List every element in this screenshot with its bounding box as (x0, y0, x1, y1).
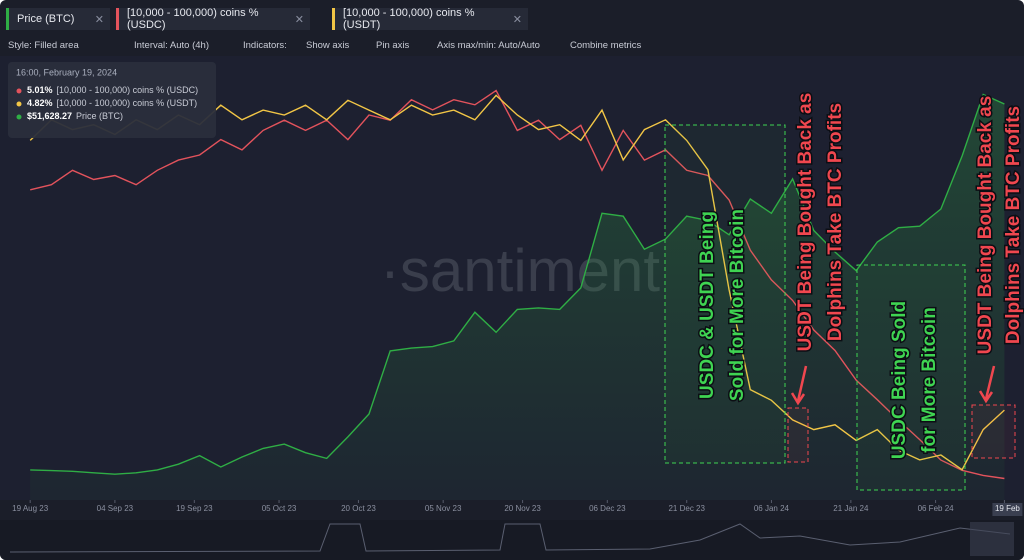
annotation: for More Bitcoin (919, 307, 940, 453)
tooltip-dot (16, 101, 22, 107)
tab-label: [10,000 - 100,000) coins % (USDT) (343, 7, 475, 31)
tooltip-label: [10,000 - 100,000) coins % (USDT) (57, 98, 198, 108)
tooltip-row: 5.01% [10,000 - 100,000) coins % (USDC) (27, 85, 198, 95)
tool[interactable]: Interval: Auto (4h) (134, 40, 209, 51)
tool[interactable]: Axis max/min: Auto/Auto (437, 40, 540, 51)
navigator (0, 520, 1024, 560)
tooltip-value: 4.82% (27, 98, 53, 108)
close[interactable]: ✕ (512, 13, 522, 26)
x-tick-label: 21 Jan 24 (833, 504, 869, 513)
tool[interactable]: Style: Filled area (8, 40, 79, 51)
tooltip-label: Price (BTC) (76, 111, 123, 121)
tab[interactable]: [10,000 - 100,000) coins % (USDT) ✕ (332, 7, 528, 31)
annotation: USDC & USDT Being (697, 211, 718, 399)
x-tick-label: 19 Aug 23 (12, 504, 49, 513)
tab[interactable]: Price (BTC) ✕ (6, 8, 110, 30)
tooltip-dot (16, 88, 22, 94)
x-axis-bg (0, 500, 1024, 518)
x-tick-highlight (992, 503, 1023, 516)
tool[interactable]: Pin axis (376, 40, 410, 51)
x-tick-label: 19 Sep 23 (176, 504, 213, 513)
x-tick-label: 05 Nov 23 (425, 504, 462, 513)
tab-label: [10,000 - 100,000) coins % (USDC) (127, 7, 259, 31)
highlight-box (664, 124, 786, 464)
x-tick-label: 21 Dec 23 (668, 504, 705, 513)
x-tick-label: 06 Jan 24 (754, 504, 790, 513)
tooltip (8, 62, 216, 138)
close[interactable]: ✕ (94, 13, 104, 26)
highlight-box (787, 407, 809, 463)
tab[interactable]: [10,000 - 100,000) coins % (USDC) ✕ (116, 7, 310, 31)
highlight-box (856, 264, 966, 491)
close[interactable]: ✕ (294, 13, 304, 26)
arrow (978, 365, 996, 404)
annotation: USDC Being Sold (889, 301, 910, 459)
annotation: USDT Being Bought Back as (795, 93, 816, 352)
tool[interactable]: Combine metrics (570, 40, 642, 51)
tooltip-value: 5.01% (27, 85, 53, 95)
x-tick-label: 06 Dec 23 (589, 504, 626, 513)
navigator-window[interactable] (970, 522, 1014, 556)
x-tick-label: 06 Feb 24 (918, 504, 955, 513)
arrow (790, 365, 808, 406)
tooltip-value: $51,628.27 (27, 111, 72, 121)
tooltip-dot (16, 114, 22, 120)
x-tick-label: 04 Sep 23 (97, 504, 134, 513)
x-tick-label: 05 Oct 23 (262, 504, 297, 513)
series-line (30, 89, 1005, 480)
tab-label: Price (BTC) (17, 13, 75, 25)
x-tick-label: 20 Nov 23 (504, 504, 541, 513)
annotation: USDT Being Bought Back as (975, 96, 996, 355)
tooltip-label: [10,000 - 100,000) coins % (USDC) (57, 85, 199, 95)
tool[interactable]: Indicators: (243, 40, 287, 51)
tooltip-row: $51,628.27 Price (BTC) (27, 111, 123, 121)
tooltip-title: 16:00, February 19, 2024 (16, 67, 117, 77)
tool[interactable]: Show axis (306, 40, 350, 51)
navigator-line (9, 523, 1011, 553)
series-line (30, 93, 1005, 475)
annotation: Dolphins Take BTC Profits (825, 103, 846, 341)
x-tick-label: 19 Feb (995, 504, 1020, 513)
annotation: Sold for More Bitcoin (727, 209, 748, 401)
area (30, 94, 1005, 501)
x-tick-label: 20 Oct 23 (341, 504, 376, 513)
highlight-box (971, 404, 1016, 459)
annotation: Dolphins Take BTC Profits (1003, 106, 1024, 344)
tooltip-row: 4.82% [10,000 - 100,000) coins % (USDT) (27, 98, 197, 108)
